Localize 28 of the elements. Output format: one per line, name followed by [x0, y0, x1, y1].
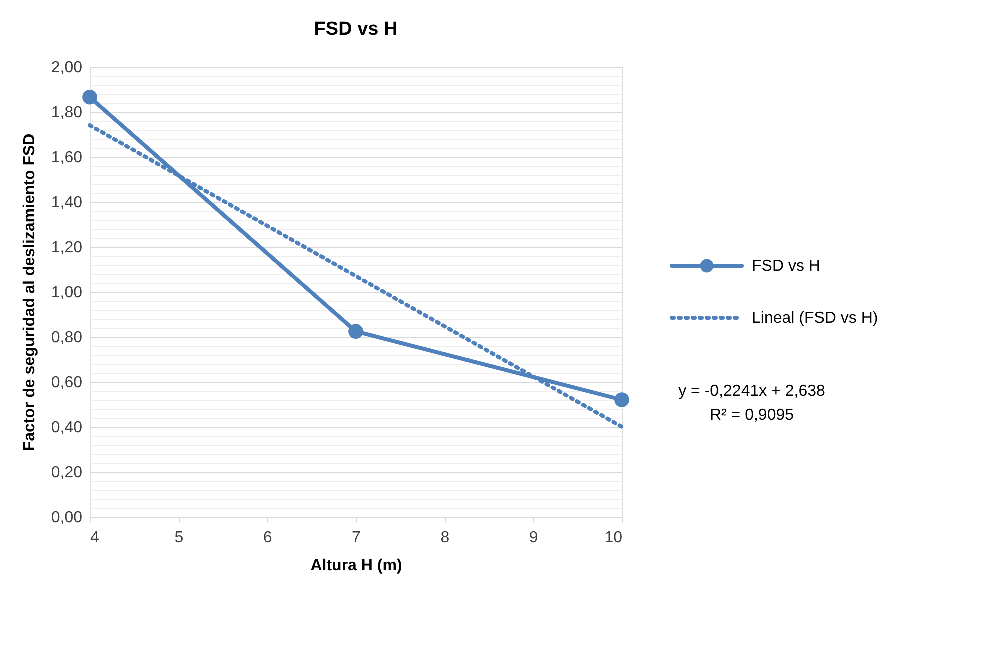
point [82, 90, 98, 105]
x-tick-label: 9 [529, 530, 538, 546]
point [614, 392, 630, 408]
text: R² = 0,9095 [710, 407, 794, 424]
x-tick-label: 5 [174, 530, 184, 546]
y-tick-label: 0,20 [51, 464, 83, 482]
x-axis-title: Altura H (m) [310, 558, 402, 574]
text: y = -0,2241x + 2,638 [678, 383, 826, 400]
x-tick-label: 10 [604, 530, 623, 546]
y-tick-label: 1,60 [51, 150, 83, 166]
y-tick-label: 1,40 [51, 194, 83, 212]
y-tick-label: 2,00 [51, 60, 83, 76]
y-tick-label: 1,80 [51, 104, 83, 122]
legend-label: FSD vs H [752, 258, 820, 275]
y-tick-label: 0,00 [51, 510, 83, 526]
x-tick-label: 8 [440, 530, 450, 546]
y-tick-label: 0,40 [51, 420, 83, 436]
y-tick-label: 0,80 [51, 330, 83, 346]
x-tick-label: 6 [263, 530, 272, 546]
x-tick-label: 4 [90, 530, 100, 546]
y-tick-label: 0,60 [51, 374, 83, 392]
point [348, 324, 364, 339]
y-tick-label: 1,00 [51, 284, 83, 302]
chart-title: FSD vs H [314, 19, 398, 40]
legend-label: Lineal (FSD vs H) [752, 310, 878, 327]
x-tick-label: 7 [352, 530, 362, 546]
y-tick-label: 1,20 [51, 240, 83, 256]
y-axis-title: Factor de seguridad al deslizamiento FSD [21, 134, 38, 452]
